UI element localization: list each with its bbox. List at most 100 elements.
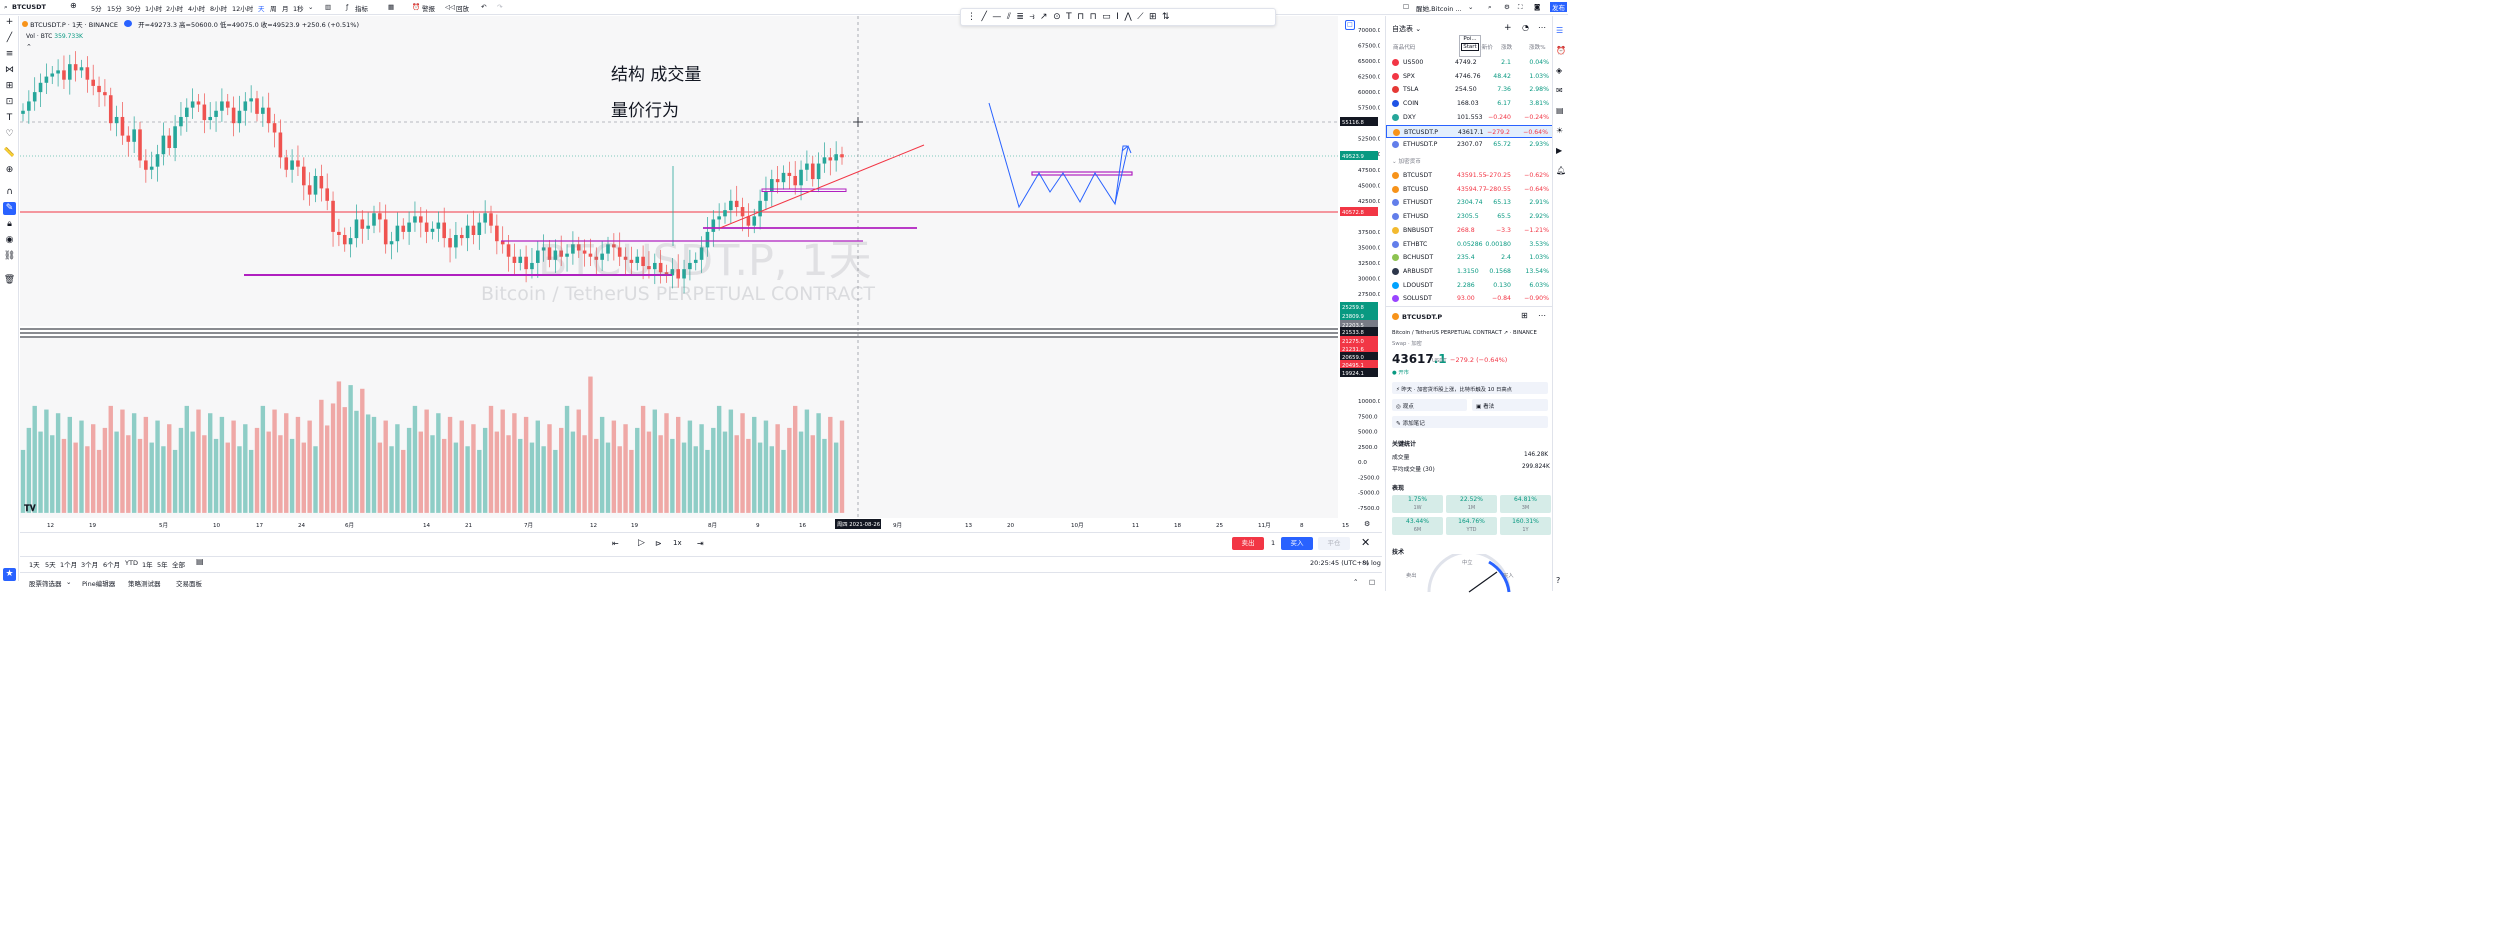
draw-mode-icon[interactable]: ✎ [3, 202, 16, 215]
calendar-icon[interactable]: ▤ [196, 557, 204, 566]
zoom-icon[interactable]: ⊕ [5, 165, 14, 175]
candles-icon[interactable]: ▥ [325, 3, 332, 11]
log-toggle[interactable]: log [1371, 559, 1381, 567]
watchlist-row[interactable]: ETHUSDT.P 2307.07 65.72 2.93% [1386, 138, 1553, 151]
tab-trading-panel[interactable]: 交易面板 [176, 580, 202, 588]
trendline-icon[interactable]: ╱ [6, 33, 13, 43]
symbol-search[interactable]: BTCUSDT [12, 3, 46, 11]
interval-4h[interactable]: 4小时 [188, 5, 206, 13]
performance-cell[interactable]: 160.31% 1Y [1500, 517, 1551, 535]
watchlist-row[interactable]: US500 4749.2 2.1 0.04% [1386, 56, 1553, 69]
range-6m[interactable]: 6个月 [103, 561, 121, 569]
streams-icon[interactable]: ▶ [1556, 146, 1563, 155]
watchlist-section[interactable]: ⌄ 加密货币 [1392, 159, 1421, 165]
forecast-icon[interactable]: ⊡ [5, 97, 14, 107]
buy-button[interactable]: 买入 [1281, 537, 1313, 550]
more-icon[interactable]: ⋯ [1538, 311, 1546, 320]
range-all[interactable]: 全部 [172, 561, 185, 569]
replay-button[interactable]: 回放 [456, 5, 469, 13]
alerts-icon[interactable]: ⏰ [1556, 46, 1566, 55]
collapse-panel-icon[interactable]: ⌃ [1353, 578, 1359, 586]
more-icon[interactable]: ⋯ [1538, 23, 1546, 32]
heart-icon[interactable]: ♡ [5, 129, 14, 139]
tab-pine-editor[interactable]: Pine编辑器 [82, 580, 116, 588]
range-3m[interactable]: 3个月 [81, 561, 99, 569]
flat-button[interactable]: 平仓 [1318, 537, 1350, 550]
annotation-text-1[interactable]: 结构 成交量 [611, 65, 702, 85]
news-item[interactable]: ⚡ 昨天 · 加密货币股上涨，比特币触及 10 日高点 [1392, 382, 1548, 394]
header-symbol[interactable]: 商品代码 [1393, 45, 1416, 51]
tooltip-popup[interactable]: Poi... Start [1459, 35, 1481, 57]
lock-icon[interactable]: 🔒︎ [7, 219, 12, 229]
watchlist-row[interactable]: ARBUSDT 1.3150 0.1568 13.54% [1386, 265, 1553, 278]
interval-8h[interactable]: 8小时 [210, 5, 228, 13]
redo-icon[interactable]: ↷ [497, 3, 503, 11]
interval-1M[interactable]: 月 [282, 5, 289, 13]
add-note-button[interactable]: ✎ 添加笔记 [1392, 416, 1548, 428]
performance-cell[interactable]: 22.52% 1M [1446, 495, 1497, 513]
chevron-down-icon[interactable]: ⌄ [66, 578, 72, 586]
watchlist-row[interactable]: ETHUSD 2305.5 65.5 2.92% [1386, 210, 1553, 223]
interval-2h[interactable]: 2小时 [166, 5, 184, 13]
snapshot-icon[interactable]: ◙ [1534, 3, 1541, 11]
ideas-button[interactable]: ◎ 观点 [1392, 399, 1467, 411]
indicators-button[interactable]: 指标 [355, 5, 368, 13]
quantity-value[interactable]: 1 [1271, 539, 1276, 547]
watchlist-row[interactable]: COIN 168.03 6.17 3.81% [1386, 97, 1553, 110]
percent-toggle[interactable]: % [1363, 559, 1370, 567]
range-1d[interactable]: 1天 [29, 561, 40, 569]
step-forward-icon[interactable]: ⊳ [655, 539, 662, 548]
text-icon[interactable]: T [6, 113, 13, 123]
interval-12h[interactable]: 12小时 [232, 5, 254, 13]
chevron-down-icon[interactable]: ⌄ [1468, 3, 1474, 11]
watchlist-row[interactable]: BTCUSD 43594.77 −280.55 −0.64% [1386, 183, 1553, 196]
interval-1w[interactable]: 周 [270, 5, 277, 13]
maximize-pane-icon[interactable]: □ [1345, 20, 1355, 30]
close-replay-icon[interactable]: ✕ [1361, 536, 1371, 549]
watchlist-icon[interactable]: ☰ [1556, 26, 1564, 35]
header-last[interactable]: 最新价 [1476, 45, 1493, 51]
ruler-icon[interactable]: 📏 [3, 148, 16, 158]
watchlist-row[interactable]: ETHUSDT 2304.74 65.13 2.91% [1386, 196, 1553, 209]
interval-1h[interactable]: 1小时 [145, 5, 163, 13]
grid-icon[interactable]: ⊞ [1521, 311, 1528, 320]
collapse-icon[interactable]: ⌃ [26, 43, 32, 51]
watchlist-row[interactable]: ETHBTC 0.05286 0.00180 3.53% [1386, 238, 1553, 251]
maximize-panel-icon[interactable]: □ [1369, 578, 1376, 586]
watchlist-row[interactable]: LDOUSDT 2.286 0.130 6.03% [1386, 279, 1553, 292]
favorites-star-icon[interactable]: ★ [3, 568, 16, 581]
interval-1d[interactable]: 天 [258, 5, 265, 13]
clock[interactable]: 20:25:45 (UTC+8) [1310, 559, 1369, 567]
add-symbol-icon[interactable]: ⊕ [70, 1, 77, 10]
performance-cell[interactable]: 64.81% 3M [1500, 495, 1551, 513]
add-symbol-icon[interactable]: + [1504, 23, 1512, 33]
quick-search-icon[interactable]: ⌕ [1488, 3, 1492, 11]
search-icon[interactable]: ⌕ [4, 3, 8, 11]
range-ytd[interactable]: YTD [125, 559, 138, 567]
ideas-icon[interactable]: ☀ [1556, 126, 1564, 135]
watchlist-row[interactable]: BTCUSDT.P 43617.1 −279.2 −0.64% [1386, 124, 1553, 138]
tab-stock-screener[interactable]: 股票筛选器 [29, 580, 62, 588]
watchlist-row[interactable]: BCHUSDT 235.4 2.4 1.03% [1386, 251, 1553, 264]
settings-icon[interactable]: ⚙ [1504, 3, 1510, 11]
layout-checkbox-icon[interactable]: ☐ [1403, 3, 1409, 11]
widget-icon[interactable]: ◔ [1522, 23, 1529, 32]
minds-button[interactable]: ▣ 看法 [1472, 399, 1548, 411]
play-icon[interactable]: ▷ [638, 538, 645, 548]
watchlist-row[interactable]: SPX 4746.76 48.42 1.03% [1386, 70, 1553, 83]
drawing-tools-icons[interactable]: ⋮╱—⫽≣⥽↗⊙T⊓⊓▭I⋀⟋⊞⇅ [967, 12, 1176, 22]
jump-back-icon[interactable]: ⇤ [612, 539, 619, 548]
layout-name[interactable]: 醒她,Bitcoin ... [1416, 5, 1462, 13]
performance-cell[interactable]: 43.44% 6M [1392, 517, 1443, 535]
crosshair-icon[interactable]: + [5, 17, 14, 27]
watchlist-title[interactable]: 自选表 ⌄ [1392, 25, 1422, 33]
interval-30m[interactable]: 30分 [126, 5, 141, 13]
chat-icon[interactable]: ✉ [1556, 86, 1563, 95]
header-change[interactable]: 涨跌 [1501, 45, 1513, 51]
fib-icon[interactable]: ≡ [5, 49, 14, 59]
calendar-icon[interactable]: ▤ [1556, 106, 1564, 115]
watchlist-row[interactable]: DXY 101.553 −0.240 −0.24% [1386, 111, 1553, 124]
performance-cell[interactable]: 1.75% 1W [1392, 495, 1443, 513]
interval-5m[interactable]: 5分 [91, 5, 102, 13]
chevron-down-icon[interactable]: ⌄ [308, 3, 314, 11]
